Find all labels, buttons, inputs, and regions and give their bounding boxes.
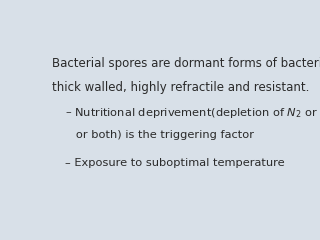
Text: Bacterial spores are dormant forms of bacteria which are: Bacterial spores are dormant forms of ba…: [52, 57, 320, 70]
Text: – Nutritional deprivement(depletion of $N_2$ or C source: – Nutritional deprivement(depletion of $…: [65, 106, 320, 120]
Text: thick walled, highly refractile and resistant.: thick walled, highly refractile and resi…: [52, 81, 310, 94]
Text: or both) is the triggering factor: or both) is the triggering factor: [65, 131, 254, 140]
Text: – Exposure to suboptimal temperature: – Exposure to suboptimal temperature: [65, 158, 284, 168]
